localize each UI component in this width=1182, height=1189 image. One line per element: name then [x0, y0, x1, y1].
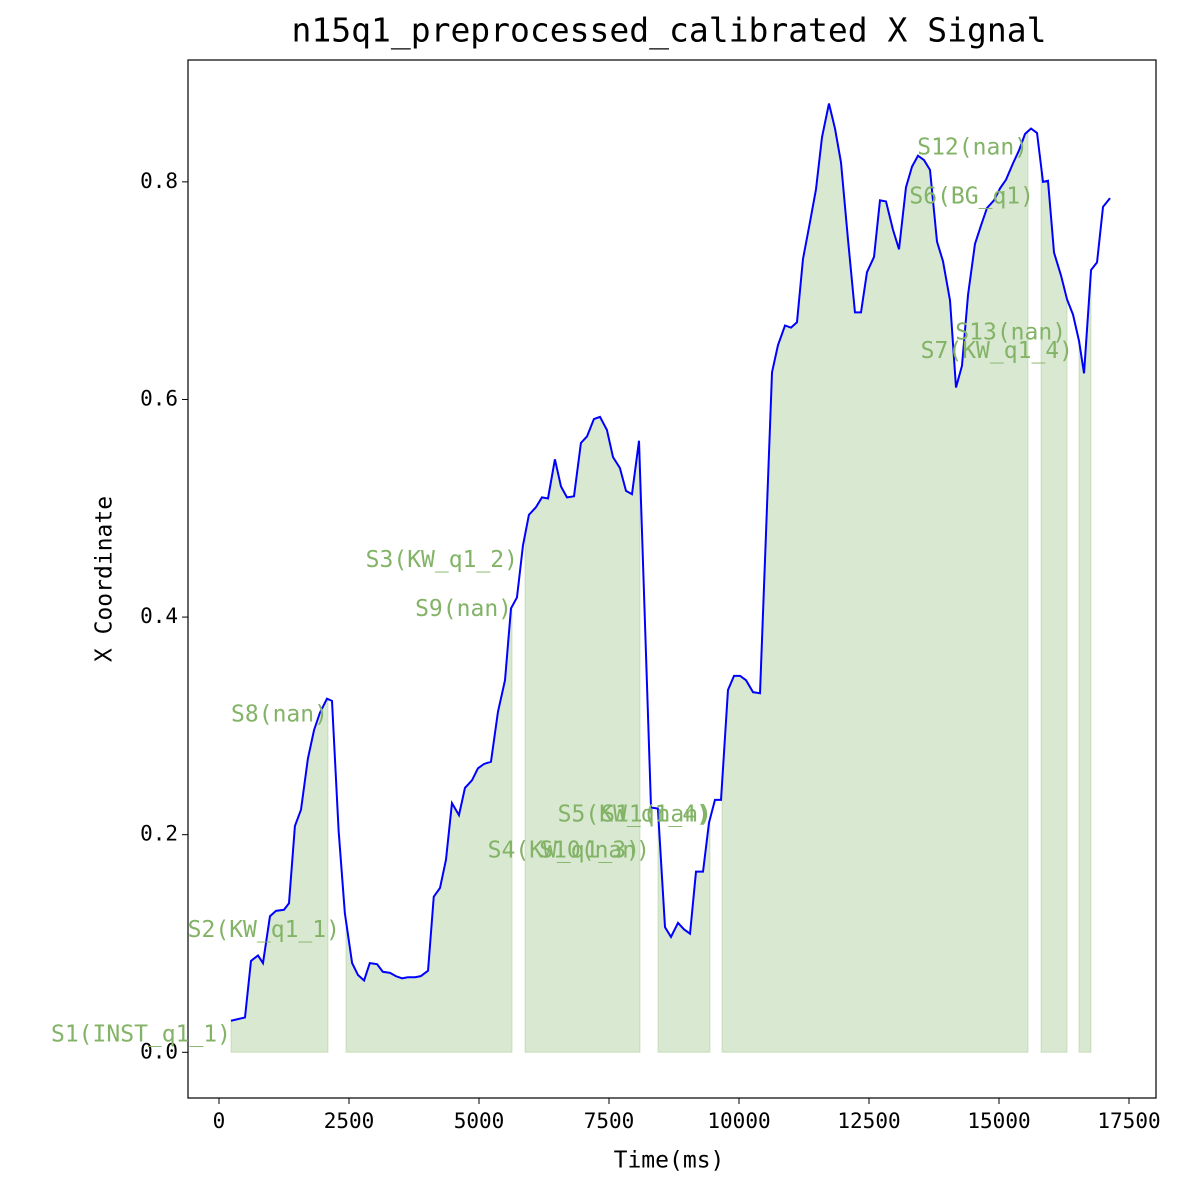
- segment-area: [1040, 165, 1068, 1053]
- annotation: S12(nan): [917, 135, 1028, 161]
- segment-area: [345, 606, 513, 1053]
- y-tick-label: 0.4: [140, 604, 178, 628]
- annotation: S9(nan): [415, 596, 512, 622]
- annotation: S5(KW_q1_4): [558, 802, 710, 828]
- data-line: [230, 103, 1111, 1022]
- x-tick-label: 2500: [324, 1109, 375, 1133]
- annotation: S11(nan): [601, 802, 712, 828]
- annotation: S4(KW_q1_3): [488, 838, 640, 864]
- chart-title: n15q1_preprocessed_calibrated X Signal: [292, 11, 1047, 51]
- x-tick-label: 15000: [967, 1109, 1030, 1133]
- y-tick-label: 0.2: [140, 822, 178, 846]
- annotation: S8(nan): [231, 702, 328, 728]
- segment-area: [524, 416, 641, 1053]
- annotation: S7(KW_q1_4): [921, 338, 1073, 364]
- y-axis-label: X Coordinate: [92, 496, 118, 662]
- y-tick-label: 0.0: [140, 1039, 178, 1063]
- segment-area: [230, 698, 329, 1053]
- annotation: S13(nan): [955, 320, 1066, 346]
- segment-area: [1078, 270, 1092, 1053]
- x-tick-label: 5000: [454, 1109, 505, 1133]
- x-tick-label: 7500: [584, 1109, 635, 1133]
- y-tick-label: 0.8: [140, 169, 178, 193]
- plot-frame: [187, 59, 1157, 1099]
- x-tick-label: 17500: [1097, 1109, 1160, 1133]
- annotation: S1(INST_q1_1): [51, 1021, 231, 1047]
- annotation: S10(nan): [539, 838, 650, 864]
- annotation: S3(KW_q1_2): [366, 547, 518, 573]
- annotation: S6(BG_q1): [909, 184, 1034, 210]
- y-tick-label: 0.6: [140, 386, 178, 410]
- x-tick-label: 0: [213, 1109, 226, 1133]
- x-axis-label: Time(ms): [614, 1148, 725, 1174]
- x-tick-label: 12500: [837, 1109, 900, 1133]
- segment-area: [657, 810, 711, 1053]
- x-tick-label: 10000: [707, 1109, 770, 1133]
- annotation: S2(KW_q1_1): [188, 917, 340, 943]
